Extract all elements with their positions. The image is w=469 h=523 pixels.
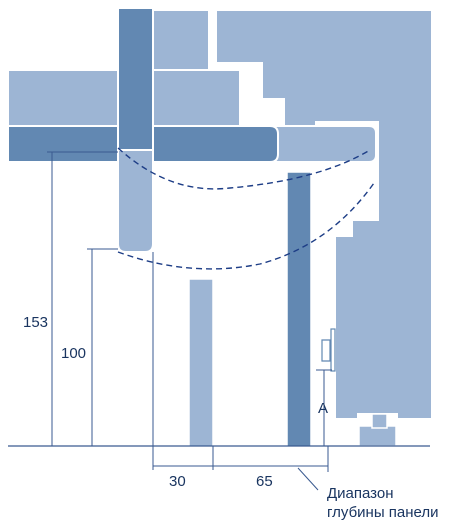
door-lower-part <box>117 149 154 253</box>
dim-153-label: 153 <box>23 314 48 331</box>
shelf-extension <box>269 125 377 163</box>
dim-a-label: A <box>318 400 328 417</box>
panel-light <box>188 278 214 448</box>
door-vertical-post <box>117 7 154 151</box>
depth-range-label-line1: Диапазон <box>327 485 394 502</box>
mounting-bracket <box>330 328 336 372</box>
cabinet-side-body <box>215 9 433 420</box>
base-foot-left <box>358 425 397 447</box>
panel-dark <box>286 171 312 448</box>
swing-arc-lower <box>117 182 375 270</box>
dim-65-label: 65 <box>256 473 273 490</box>
dim-100-label: 100 <box>61 345 86 362</box>
mounting-screw <box>321 339 331 362</box>
depth-leader <box>297 467 319 491</box>
dim-30-label: 30 <box>169 473 186 490</box>
depth-range-label-line2: глубины панели <box>327 504 439 521</box>
base-foot-right <box>371 413 388 429</box>
swing-arc-upper <box>117 147 371 190</box>
